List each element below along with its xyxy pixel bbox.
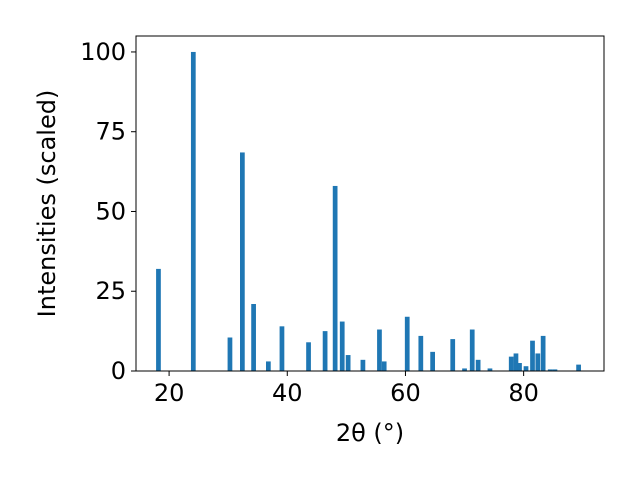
bar bbox=[360, 359, 366, 371]
y-axis-ticks: 0 25 50 75 100 bbox=[80, 38, 136, 385]
x-tick-label: 20 bbox=[154, 379, 185, 407]
bar bbox=[462, 368, 467, 371]
x-axis-title: 2θ (°) bbox=[336, 419, 404, 447]
bar bbox=[404, 316, 410, 371]
plot-frame bbox=[135, 35, 605, 372]
bar bbox=[508, 356, 514, 371]
bar bbox=[156, 268, 161, 371]
y-tick-label: 75 bbox=[95, 118, 126, 146]
bar bbox=[345, 355, 351, 371]
x-tick-label: 80 bbox=[508, 379, 539, 407]
y-tick-label: 50 bbox=[95, 197, 126, 225]
bar bbox=[418, 335, 424, 371]
bar bbox=[306, 342, 311, 371]
x-tick-label: 60 bbox=[390, 379, 421, 407]
bars-layer bbox=[156, 51, 581, 371]
y-tick-label: 25 bbox=[95, 277, 126, 305]
bar bbox=[322, 331, 328, 371]
y-tick-label: 100 bbox=[80, 38, 126, 66]
bar bbox=[339, 321, 345, 371]
bar bbox=[266, 361, 271, 371]
x-axis-ticks: 20 40 60 80 bbox=[154, 371, 539, 407]
bar bbox=[227, 337, 233, 371]
bar bbox=[377, 329, 382, 371]
bar bbox=[450, 339, 456, 371]
bar bbox=[381, 361, 387, 371]
bar bbox=[530, 340, 535, 371]
bar bbox=[540, 335, 546, 371]
bar bbox=[547, 369, 553, 371]
bar bbox=[190, 51, 196, 371]
x-tick-label: 40 bbox=[272, 379, 303, 407]
bar bbox=[535, 353, 541, 371]
bar bbox=[576, 364, 581, 371]
bar bbox=[430, 351, 435, 371]
bar bbox=[279, 326, 285, 371]
bar bbox=[517, 363, 522, 371]
bar bbox=[475, 359, 481, 371]
y-axis-title: Intensities (scaled) bbox=[33, 90, 61, 318]
bar bbox=[552, 369, 558, 371]
bar bbox=[513, 353, 519, 371]
y-tick-label: 0 bbox=[111, 357, 126, 385]
bar bbox=[251, 304, 256, 371]
bar bbox=[523, 366, 529, 371]
bar bbox=[469, 329, 475, 371]
bar bbox=[332, 185, 338, 371]
bar bbox=[240, 152, 245, 371]
bar bbox=[487, 368, 493, 371]
